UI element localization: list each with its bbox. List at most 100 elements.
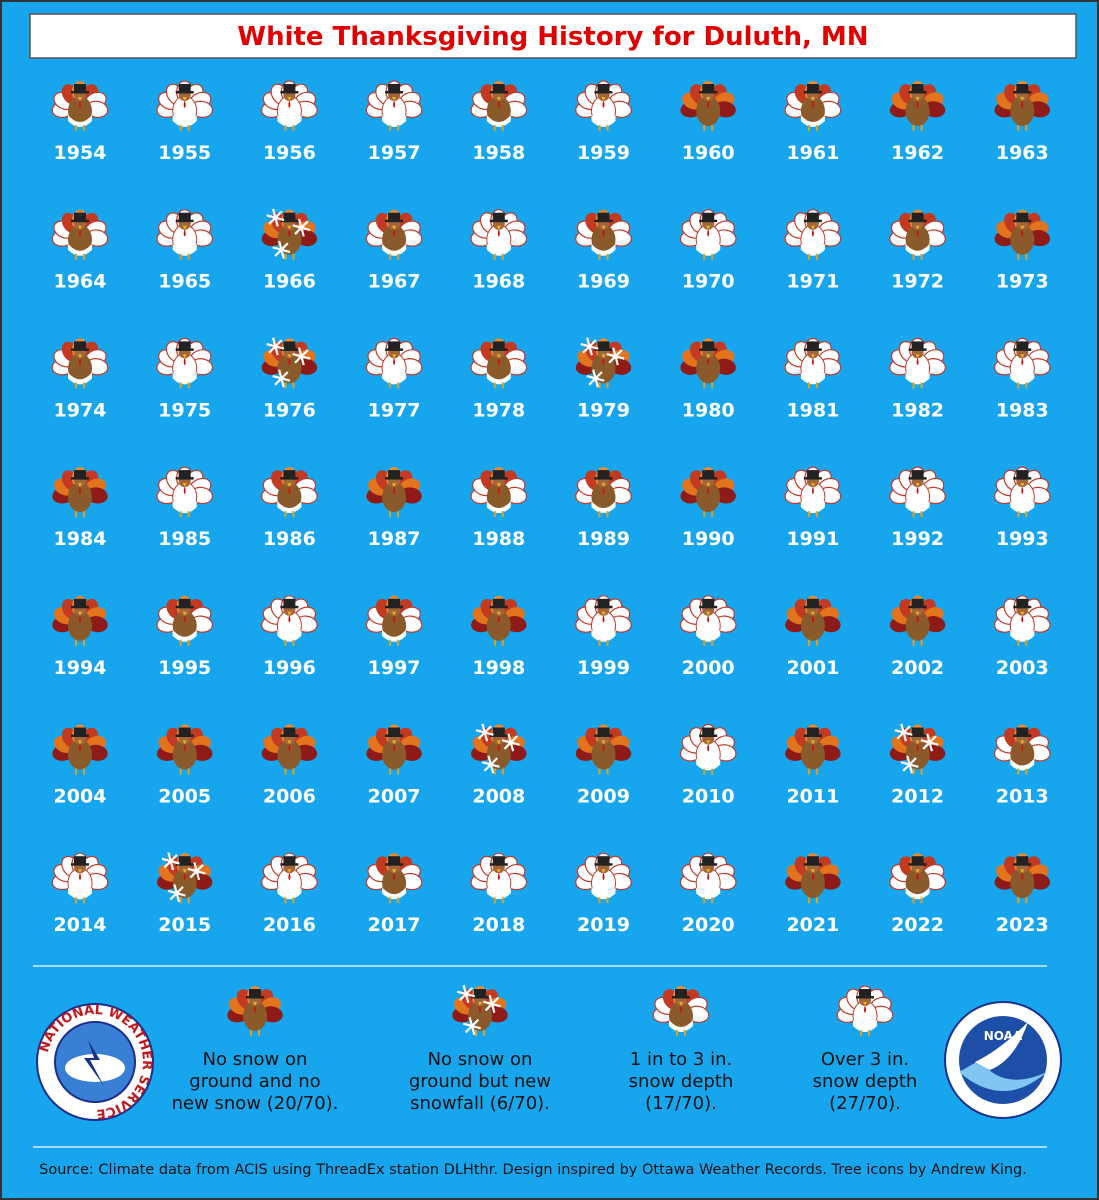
snowflake-arm: [268, 339, 283, 354]
legs: [284, 125, 295, 131]
hat-brim: [385, 605, 404, 609]
year-label: 1970: [682, 271, 735, 293]
hat: [74, 856, 86, 865]
turkey-icon: [156, 80, 214, 131]
body: [243, 1001, 267, 1031]
wattle: [79, 743, 81, 752]
wattle: [1021, 100, 1024, 108]
hat-brim: [175, 477, 194, 480]
wattle: [864, 1005, 866, 1013]
hat-brim: [385, 219, 404, 223]
turkey-icon: [889, 81, 946, 131]
wattle: [707, 486, 710, 495]
body: [277, 482, 302, 513]
turkey-icon: [679, 723, 737, 775]
legend-text: No snow on: [203, 1049, 308, 1070]
legend-text: Over 3 in.: [821, 1049, 909, 1070]
hat: [178, 341, 191, 350]
wattle: [497, 228, 500, 237]
hat: [388, 727, 401, 736]
hat: [388, 598, 401, 607]
legs: [703, 639, 714, 646]
wattle: [916, 614, 919, 623]
beak: [78, 740, 82, 745]
hat-brim: [280, 863, 299, 866]
hat: [806, 212, 819, 221]
hat: [178, 212, 191, 221]
wattle: [1021, 357, 1024, 366]
snowflake: [580, 337, 599, 356]
legs: [179, 253, 190, 260]
turkey-icon: [784, 337, 842, 389]
hat-brim: [803, 734, 822, 737]
title-box: [29, 13, 1077, 59]
hat: [283, 598, 296, 607]
beak: [915, 869, 920, 874]
beak: [392, 354, 397, 359]
turkey-icon: [365, 209, 423, 260]
legend-text: new snow (20/70).: [172, 1093, 339, 1114]
beak: [392, 97, 397, 101]
legs: [703, 897, 714, 904]
snowflake-arm: [608, 349, 623, 364]
turkey-icon: [366, 467, 422, 518]
legs: [389, 639, 400, 646]
hat: [806, 341, 819, 350]
snow-cover: [591, 243, 616, 256]
hat: [492, 84, 505, 92]
year-label: 1956: [263, 142, 316, 164]
legend-text: (17/70).: [645, 1093, 717, 1114]
hat-brim: [908, 863, 927, 866]
beak: [915, 740, 920, 745]
hat: [911, 212, 924, 221]
hat-brim: [489, 734, 508, 737]
hat-brim: [175, 91, 194, 94]
hat-brim: [803, 477, 822, 480]
snow-cover: [172, 115, 197, 127]
wattle: [811, 100, 814, 108]
legs: [598, 511, 609, 518]
snow-cover: [172, 372, 197, 385]
legs: [389, 768, 400, 775]
hat: [702, 856, 715, 865]
hat: [283, 727, 296, 736]
beak: [706, 483, 711, 488]
snow-cover: [486, 887, 511, 900]
snow-cover: [277, 887, 302, 900]
hat-brim: [908, 477, 927, 480]
beak: [601, 225, 606, 230]
snow-cover: [1010, 629, 1035, 642]
beak: [863, 1002, 867, 1006]
hat: [1016, 470, 1029, 479]
year-grid: 1954 1955 1956 1957 1958 1959 1960 1961 1962 1963…: [51, 80, 1051, 936]
beak: [392, 611, 397, 616]
beak: [182, 97, 187, 101]
year-label: 2004: [54, 786, 107, 808]
snowflake: [161, 852, 180, 871]
hat: [859, 989, 871, 997]
turkey-icon: [889, 209, 946, 260]
legend-text: ground but new: [409, 1071, 551, 1092]
legs: [389, 511, 400, 518]
snow-cover: [277, 501, 302, 514]
turkey-icon: [680, 467, 736, 518]
wattle: [79, 486, 81, 495]
turkey-icon: [156, 337, 214, 389]
hat: [597, 856, 610, 865]
hat-brim: [803, 91, 822, 94]
turkey-icon: [261, 208, 318, 260]
legend-text: (27/70).: [829, 1093, 901, 1114]
year-label: 2010: [682, 786, 735, 808]
wattle: [79, 228, 81, 237]
year-label: 2006: [263, 786, 316, 808]
wattle: [183, 486, 186, 495]
beak: [706, 869, 711, 874]
legs: [75, 897, 85, 904]
snow-cover: [591, 887, 616, 900]
body: [486, 482, 511, 513]
snowflake: [457, 985, 475, 1003]
legs: [912, 639, 923, 646]
snow-cover: [172, 243, 197, 256]
year-label: 2020: [682, 914, 735, 936]
